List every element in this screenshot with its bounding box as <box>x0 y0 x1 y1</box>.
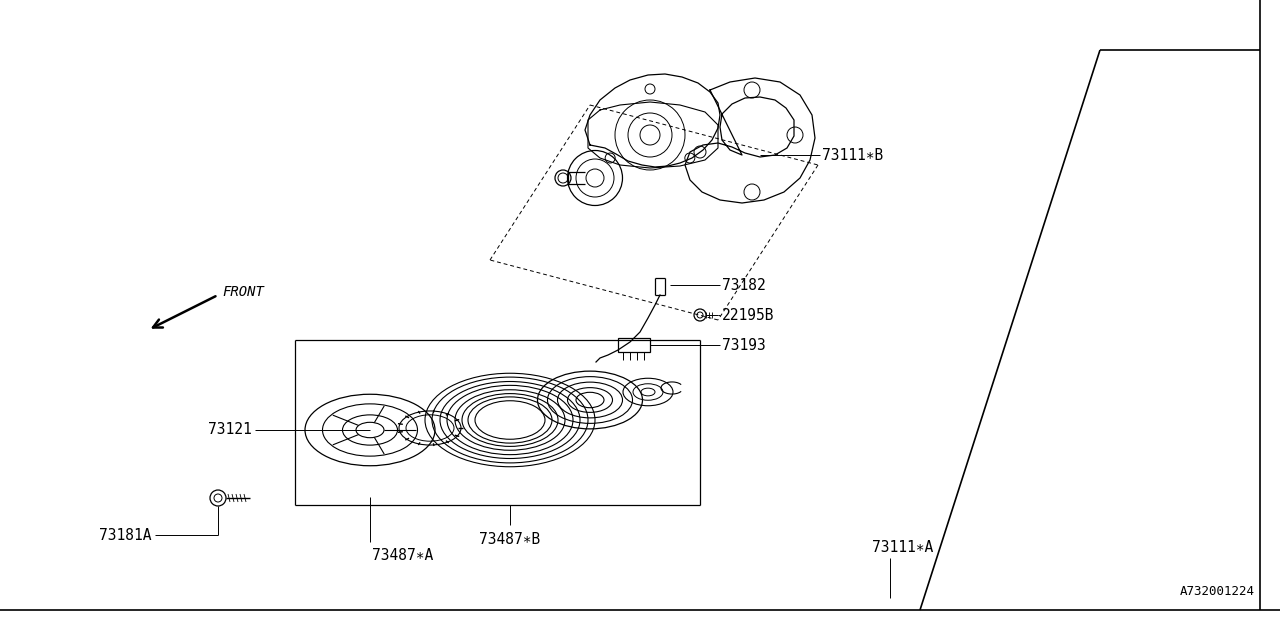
Text: 73111∗B: 73111∗B <box>822 147 883 163</box>
Text: 73182: 73182 <box>722 278 765 292</box>
Text: A732001224: A732001224 <box>1180 585 1254 598</box>
Text: 73487∗A: 73487∗A <box>372 548 433 563</box>
Text: 73121: 73121 <box>209 422 252 438</box>
Text: 73111∗A: 73111∗A <box>872 541 933 556</box>
Text: FRONT: FRONT <box>221 285 264 299</box>
Text: 73193: 73193 <box>722 337 765 353</box>
Text: 22195B: 22195B <box>722 307 774 323</box>
Text: 73487∗B: 73487∗B <box>480 532 540 547</box>
Text: 73181A: 73181A <box>100 527 152 543</box>
